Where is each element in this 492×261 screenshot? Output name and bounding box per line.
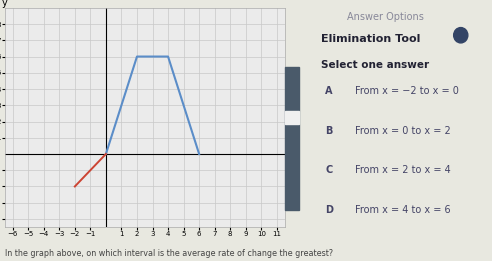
Text: From x = 4 to x = 6: From x = 4 to x = 6 — [355, 205, 451, 215]
Text: C: C — [325, 165, 332, 175]
Bar — [284, 67, 299, 210]
Text: Elimination Tool: Elimination Tool — [321, 34, 420, 44]
Bar — [284, 111, 299, 124]
Text: From x = 2 to x = 4: From x = 2 to x = 4 — [355, 165, 451, 175]
Text: B: B — [325, 126, 333, 136]
Text: D: D — [325, 205, 333, 215]
Circle shape — [454, 28, 468, 43]
Text: Select one answer: Select one answer — [321, 61, 429, 70]
Text: Answer Options: Answer Options — [347, 12, 424, 22]
Text: From x = 0 to x = 2: From x = 0 to x = 2 — [355, 126, 451, 136]
Text: y: y — [2, 0, 8, 8]
Text: A: A — [325, 86, 333, 96]
Text: In the graph above, on which interval is the average rate of change the greatest: In the graph above, on which interval is… — [5, 250, 333, 258]
Text: From x = −2 to x = 0: From x = −2 to x = 0 — [355, 86, 460, 96]
